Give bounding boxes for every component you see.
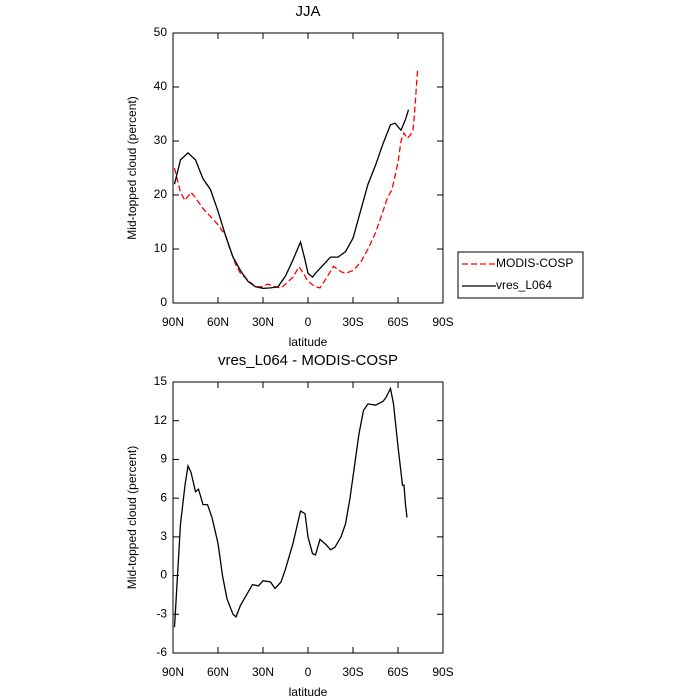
x-tick-label: 90S [432, 315, 453, 329]
legend-box [457, 251, 584, 299]
y-axis-label: Mid-topped cloud (percent) [125, 96, 139, 239]
plot-frame [172, 32, 444, 304]
y-tick-label: 50 [154, 25, 168, 39]
y-tick-label: 15 [154, 374, 168, 388]
y-tick-label: 9 [160, 452, 167, 466]
x-tick-label: 60S [387, 665, 408, 679]
y-tick-label: 0 [160, 295, 167, 309]
x-tick-label: 30S [342, 315, 363, 329]
legend-label: vres_L064 [496, 278, 552, 292]
data-line [173, 386, 408, 628]
x-tick-label: 0 [305, 315, 312, 329]
legend-label: MODIS-COSP [496, 256, 573, 270]
x-tick-label: 60S [387, 315, 408, 329]
y-tick-label: 20 [154, 187, 168, 201]
y-tick-label: 10 [154, 241, 168, 255]
y-tick-label: 6 [160, 490, 167, 504]
x-tick-label: 30S [342, 665, 363, 679]
chart-title: vres_L064 - MODIS-COSP [218, 352, 398, 369]
y-tick-label: 40 [154, 79, 168, 93]
x-tick-label: 90N [162, 315, 184, 329]
y-axis-label: Mid-topped cloud (percent) [125, 446, 139, 589]
x-axis-label: latitude [289, 335, 328, 349]
chart-title: JJA [295, 3, 320, 20]
y-tick-label: 30 [154, 133, 168, 147]
x-tick-label: 60N [207, 665, 229, 679]
x-tick-label: 30N [252, 665, 274, 679]
data-line [173, 70, 419, 289]
y-tick-label: 0 [160, 568, 167, 582]
y-tick-label: -6 [156, 645, 167, 659]
plot-frame [172, 381, 444, 654]
y-tick-label: 12 [154, 413, 168, 427]
x-tick-label: 90S [432, 665, 453, 679]
x-tick-label: 90N [162, 665, 184, 679]
x-tick-label: 30N [252, 315, 274, 329]
x-tick-label: 60N [207, 315, 229, 329]
data-line [173, 109, 410, 290]
y-tick-label: -3 [156, 606, 167, 620]
x-axis-label: latitude [289, 685, 328, 699]
x-tick-label: 0 [305, 665, 312, 679]
y-tick-label: 3 [160, 529, 167, 543]
